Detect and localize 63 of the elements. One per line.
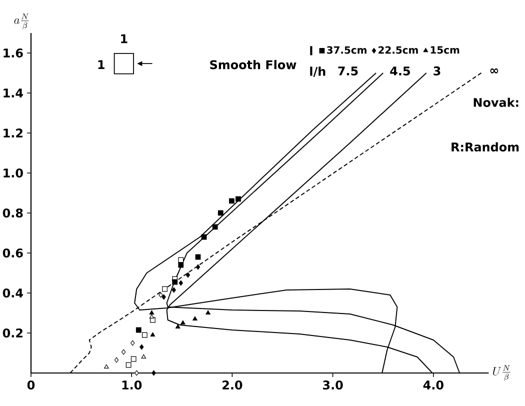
point	[152, 370, 156, 376]
y-tick-label: 0.6	[2, 248, 23, 258]
y-tick-label: 1.6	[4, 48, 23, 58]
point	[149, 314, 154, 318]
point	[130, 356, 136, 362]
point	[104, 364, 109, 368]
point	[236, 196, 241, 202]
annotation: 1	[98, 60, 104, 69]
annotation: 1	[121, 34, 128, 44]
x-tick-label: 3.0	[323, 380, 343, 390]
annotation: R:Random	[452, 142, 519, 152]
x-tick-label: 2.0	[222, 380, 242, 390]
y-tick-label: 0.8	[2, 208, 23, 218]
point	[201, 234, 207, 240]
y-tick-label: 1.2	[4, 128, 22, 138]
point	[176, 324, 180, 328]
point	[212, 224, 218, 230]
series-label: ∞	[490, 68, 498, 74]
y-tick-label: 1.4	[4, 88, 23, 98]
x-tick-label: 1.0	[122, 380, 142, 390]
point	[172, 279, 178, 285]
point	[126, 362, 132, 368]
annotation: Smooth Flow	[210, 60, 296, 70]
x-tick-label: 4.0	[423, 380, 444, 390]
point	[196, 264, 200, 270]
point	[178, 280, 183, 286]
point	[162, 294, 166, 300]
series-label: 4.5	[390, 66, 410, 76]
point	[229, 198, 234, 204]
y-axis-title: $a\frac{N}{\beta}$	[14, 14, 29, 30]
y-tick-label: 1.0	[4, 168, 23, 178]
point	[178, 262, 184, 268]
annotation: l/h	[310, 66, 326, 77]
series-label: 7.5	[338, 66, 358, 76]
point	[178, 257, 184, 263]
point	[141, 354, 146, 358]
point	[114, 357, 119, 363]
point	[134, 370, 139, 376]
point	[150, 332, 156, 336]
legend-label: 15cm	[430, 46, 460, 54]
point	[206, 310, 210, 314]
annotation: Novak:	[474, 98, 518, 107]
point	[172, 287, 176, 293]
point	[192, 316, 198, 320]
legend-label: 22.5cm	[378, 46, 418, 54]
point	[162, 286, 168, 292]
y-tick-label: 0.4	[2, 288, 23, 298]
point	[142, 332, 148, 338]
point	[218, 210, 224, 216]
point	[136, 327, 142, 333]
legend-label: 37.5cm	[327, 46, 366, 54]
point	[149, 310, 154, 314]
point	[130, 340, 135, 346]
point	[186, 272, 190, 278]
point	[140, 344, 144, 350]
x-axis-title: $U\frac{N}{\beta}$	[493, 365, 510, 381]
series-label: 3	[434, 66, 440, 76]
point	[121, 349, 126, 355]
point	[158, 292, 163, 298]
point	[180, 320, 186, 324]
annotation: l	[310, 46, 312, 56]
y-tick-label: 0.2	[2, 328, 22, 338]
x-tick-label: 0	[27, 380, 35, 390]
